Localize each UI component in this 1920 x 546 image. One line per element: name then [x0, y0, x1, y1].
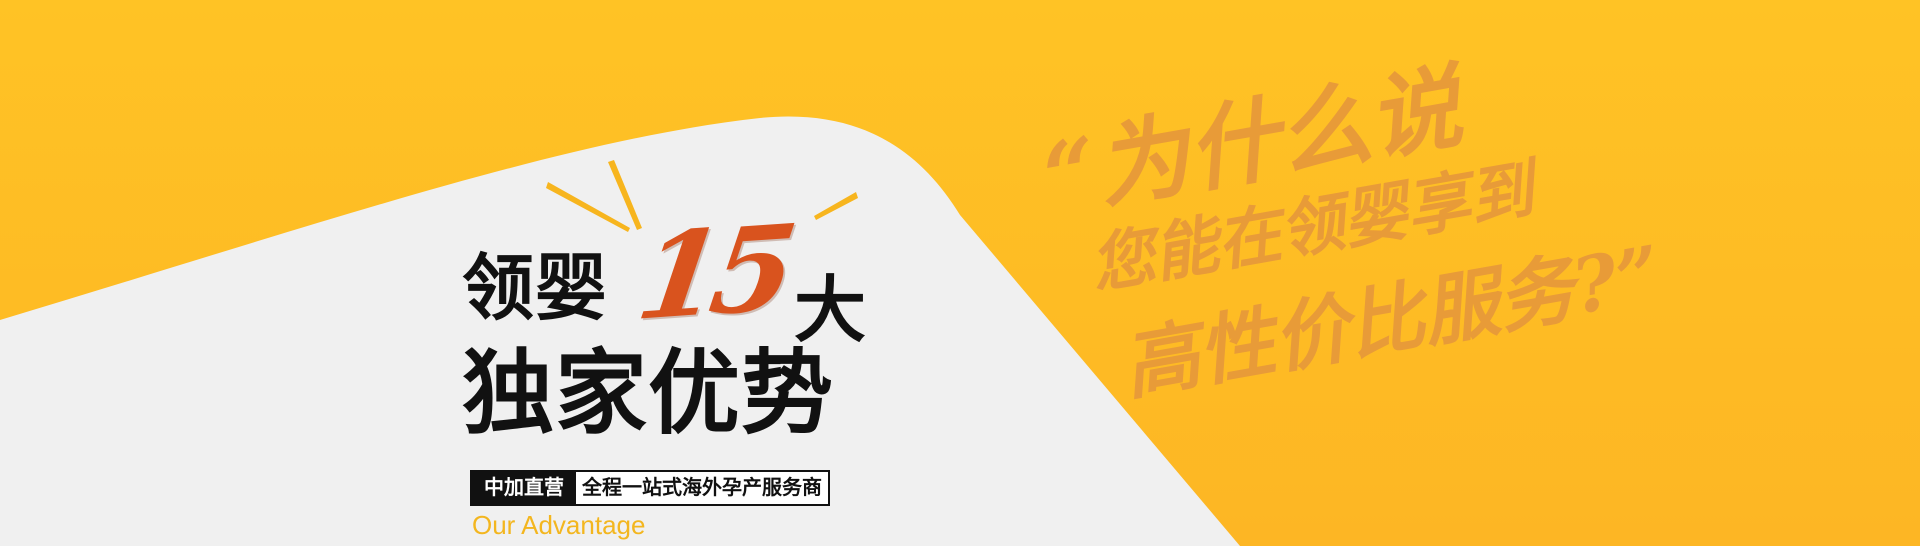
burst-lines-icon	[546, 160, 858, 232]
headline-brand: 领婴	[462, 246, 609, 330]
headline-exclusive-advantage: 独家优势	[462, 340, 835, 447]
gray-curved-panel	[0, 116, 1240, 546]
subtitle-our-advantage: Our Advantage	[472, 510, 646, 540]
headline-big: 大	[794, 268, 867, 352]
tagline-description: 全程一站式海外孕产服务商	[582, 477, 822, 499]
tagline-box: 中加直营 全程一站式海外孕产服务商	[470, 470, 830, 506]
headline-number: 15	[629, 198, 796, 347]
tagline-tag: 中加直营	[472, 472, 576, 504]
